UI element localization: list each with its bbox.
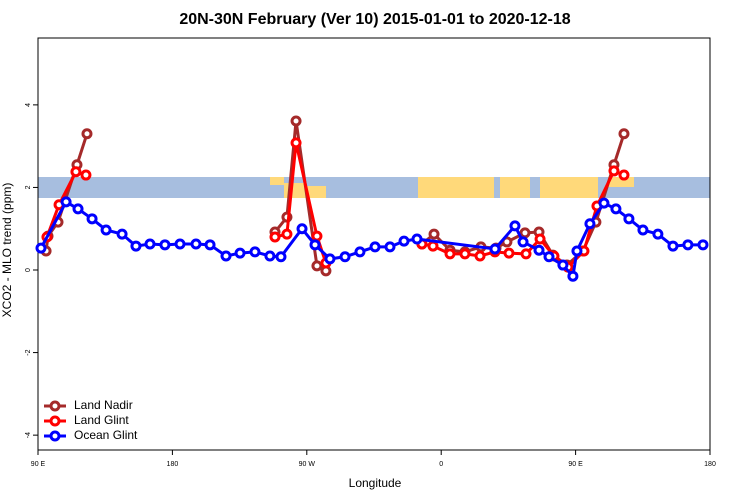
data-point — [398, 235, 410, 247]
data-point — [311, 260, 323, 272]
x-axis-label: Longitude — [349, 476, 402, 490]
y-tick-label: -2 — [25, 349, 32, 355]
data-point — [100, 224, 112, 236]
x-tick-label: 180 — [704, 461, 716, 468]
data-point — [610, 203, 622, 215]
data-point — [324, 253, 336, 265]
data-point — [459, 248, 471, 260]
data-point — [428, 228, 440, 240]
data-point — [369, 241, 381, 253]
data-point — [520, 248, 532, 260]
data-point — [584, 218, 596, 230]
data-point — [249, 246, 261, 258]
data-point — [290, 137, 302, 149]
data-point — [667, 240, 679, 252]
data-point — [116, 228, 128, 240]
data-point — [275, 251, 287, 263]
data-point — [354, 246, 366, 258]
legend-marker — [49, 415, 61, 427]
y-axis-label: XCO2 - MLO trend (ppm) — [0, 183, 14, 318]
data-point — [296, 223, 308, 235]
data-point — [204, 239, 216, 251]
data-point — [571, 245, 583, 257]
data-point — [534, 233, 546, 245]
data-point — [557, 259, 569, 271]
data-point — [159, 239, 171, 251]
data-point — [81, 128, 93, 140]
data-point — [697, 239, 709, 251]
y-tick-label: -4 — [25, 432, 32, 438]
data-point — [509, 220, 521, 232]
x-tick-label: 90 W — [299, 461, 316, 468]
data-point — [474, 250, 486, 262]
data-point — [637, 224, 649, 236]
data-point — [427, 240, 439, 252]
data-point — [35, 242, 47, 254]
data-point — [80, 169, 92, 181]
data-point — [309, 239, 321, 251]
data-point — [60, 196, 72, 208]
data-point — [190, 238, 202, 250]
data-point — [618, 169, 630, 181]
data-point — [339, 251, 351, 263]
data-point — [682, 239, 694, 251]
data-point — [489, 243, 501, 255]
data-point — [618, 128, 630, 140]
data-point — [144, 238, 156, 250]
legend-marker — [49, 430, 61, 442]
legend-label: Land Glint — [74, 413, 129, 427]
y-tick-label: 4 — [25, 103, 32, 107]
data-point — [503, 247, 515, 259]
legend-label: Ocean Glint — [74, 428, 138, 442]
x-tick-label: 90 E — [568, 461, 583, 468]
data-point — [234, 247, 246, 259]
data-point — [519, 227, 531, 239]
data-point — [517, 236, 529, 248]
y-tick-label: 2 — [25, 185, 32, 189]
data-point — [311, 230, 323, 242]
data-point — [72, 203, 84, 215]
data-point — [567, 270, 579, 282]
data-point — [598, 197, 610, 209]
data-point — [543, 251, 555, 263]
data-point — [281, 228, 293, 240]
x-tick-label: 90 E — [31, 461, 46, 468]
data-point — [264, 250, 276, 262]
map-band — [38, 177, 710, 198]
data-point — [174, 238, 186, 250]
data-point — [608, 165, 620, 177]
legend-label: Land Nadir — [74, 398, 133, 412]
data-point — [269, 231, 281, 243]
chart-title: 20N-30N February (Ver 10) 2015-01-01 to … — [179, 11, 570, 28]
data-point — [86, 213, 98, 225]
y-tick-label: 0 — [25, 268, 32, 272]
data-point — [652, 228, 664, 240]
data-point — [70, 166, 82, 178]
data-point — [130, 240, 142, 252]
data-point — [444, 248, 456, 260]
data-point — [623, 213, 635, 225]
series-line — [39, 199, 703, 280]
data-point — [411, 233, 423, 245]
data-point — [533, 244, 545, 256]
data-point — [384, 241, 396, 253]
legend-marker — [49, 400, 61, 412]
x-tick-label: 0 — [439, 461, 443, 468]
data-point — [290, 115, 302, 127]
data-point — [220, 250, 232, 262]
x-tick-label: 180 — [167, 461, 179, 468]
